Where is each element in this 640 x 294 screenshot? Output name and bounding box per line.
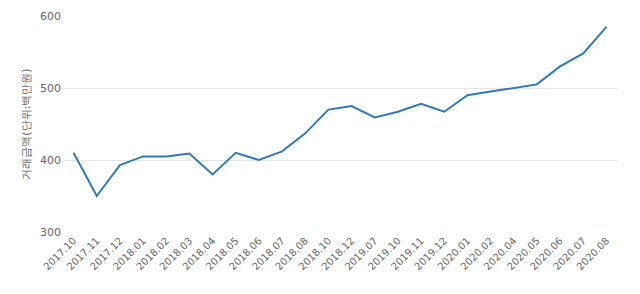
svg-text:500: 500	[40, 82, 61, 95]
svg-text:거래금액(단위:백만원): 거래금액(단위:백만원)	[20, 68, 33, 179]
svg-text:2018.03: 2018.03	[157, 235, 194, 272]
svg-text:2018.06: 2018.06	[227, 235, 264, 272]
svg-text:300: 300	[40, 226, 61, 239]
svg-text:2020.06: 2020.06	[528, 235, 565, 272]
svg-text:2019.10: 2019.10	[366, 235, 403, 272]
svg-text:2020.07: 2020.07	[551, 235, 588, 272]
svg-text:2018.02: 2018.02	[134, 235, 171, 272]
svg-text:2018.10: 2018.10	[296, 235, 333, 272]
svg-text:2018.12: 2018.12	[320, 235, 357, 272]
svg-text:2018.01: 2018.01	[111, 235, 148, 272]
svg-text:2020.01: 2020.01	[435, 235, 472, 272]
svg-text:2020.08: 2020.08	[574, 235, 611, 272]
svg-text:2018.07: 2018.07	[250, 235, 287, 272]
svg-text:2018.08: 2018.08	[273, 235, 310, 272]
svg-text:400: 400	[40, 154, 61, 167]
svg-text:2017.10: 2017.10	[42, 235, 79, 272]
svg-text:2020.02: 2020.02	[459, 235, 496, 272]
svg-text:2020.05: 2020.05	[505, 235, 542, 272]
svg-text:2020.04: 2020.04	[482, 235, 519, 272]
svg-text:2019.11: 2019.11	[389, 235, 426, 272]
svg-text:2018.04: 2018.04	[181, 235, 218, 272]
svg-text:2017.11: 2017.11	[65, 235, 102, 272]
svg-text:600: 600	[40, 10, 61, 23]
svg-text:2019.07: 2019.07	[343, 235, 380, 272]
svg-text:2017.12: 2017.12	[88, 235, 125, 272]
svg-text:2019.12: 2019.12	[412, 235, 449, 272]
svg-text:2018.05: 2018.05	[204, 235, 241, 272]
